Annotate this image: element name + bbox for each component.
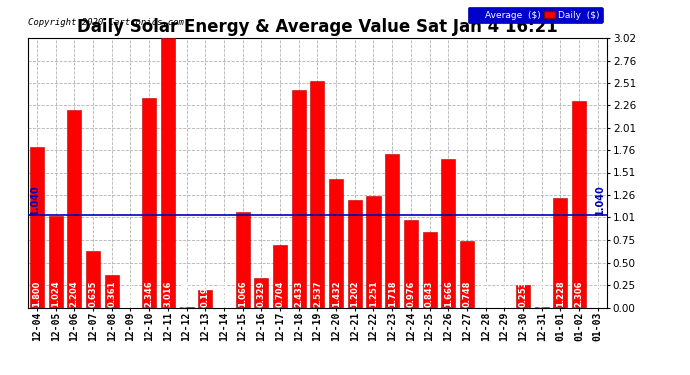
Bar: [161, 38, 175, 308]
Text: 1.432: 1.432: [332, 280, 341, 307]
Text: 0.001: 0.001: [182, 280, 191, 307]
Text: 0.704: 0.704: [275, 280, 284, 307]
Legend: Average  ($), Daily  ($): Average ($), Daily ($): [468, 7, 602, 23]
Text: 0.000: 0.000: [593, 280, 602, 307]
Bar: [348, 200, 362, 308]
Text: 2.346: 2.346: [145, 280, 154, 307]
Text: 3.016: 3.016: [164, 280, 172, 307]
Text: 1.228: 1.228: [556, 280, 565, 307]
Text: 1.800: 1.800: [32, 280, 41, 307]
Bar: [255, 278, 268, 308]
Bar: [385, 154, 400, 308]
Bar: [422, 232, 437, 308]
Bar: [516, 285, 530, 308]
Text: 0.000: 0.000: [500, 280, 509, 307]
Text: 0.000: 0.000: [126, 280, 135, 307]
Text: 1.666: 1.666: [444, 280, 453, 307]
Text: 0.003: 0.003: [538, 280, 546, 307]
Text: 0.000: 0.000: [481, 280, 490, 307]
Text: 0.000: 0.000: [219, 280, 228, 307]
Bar: [404, 220, 418, 308]
Bar: [68, 111, 81, 308]
Text: 2.433: 2.433: [294, 280, 303, 307]
Bar: [142, 98, 156, 308]
Text: 0.197: 0.197: [201, 280, 210, 307]
Title: Daily Solar Energy & Average Value Sat Jan 4 16:21: Daily Solar Energy & Average Value Sat J…: [77, 18, 558, 36]
Text: 1.024: 1.024: [51, 280, 60, 307]
Bar: [30, 147, 44, 308]
Bar: [310, 81, 324, 308]
Text: 0.976: 0.976: [406, 280, 415, 307]
Bar: [366, 196, 380, 308]
Text: 1.040: 1.040: [30, 184, 40, 214]
Bar: [292, 90, 306, 308]
Text: 0.329: 0.329: [257, 280, 266, 307]
Text: 0.361: 0.361: [107, 280, 116, 307]
Bar: [86, 251, 100, 308]
Bar: [553, 198, 567, 308]
Text: 1.718: 1.718: [388, 280, 397, 307]
Text: Copyright 2020 Cartronics.com: Copyright 2020 Cartronics.com: [28, 18, 184, 27]
Bar: [48, 216, 63, 308]
Bar: [329, 180, 343, 308]
Bar: [442, 159, 455, 308]
Text: 0.843: 0.843: [425, 280, 434, 307]
Bar: [235, 212, 250, 308]
Bar: [460, 241, 474, 308]
Text: 1.066: 1.066: [238, 280, 247, 307]
Text: 1.251: 1.251: [369, 280, 378, 307]
Text: 0.748: 0.748: [462, 280, 471, 307]
Text: 2.306: 2.306: [575, 280, 584, 307]
Text: 0.635: 0.635: [88, 280, 97, 307]
Text: 1.202: 1.202: [351, 280, 359, 307]
Text: 1.040: 1.040: [595, 184, 604, 214]
Text: 2.204: 2.204: [70, 280, 79, 307]
Bar: [572, 101, 586, 308]
Bar: [198, 290, 213, 308]
Text: 2.537: 2.537: [313, 280, 322, 307]
Text: 0.253: 0.253: [519, 280, 528, 307]
Bar: [273, 244, 287, 308]
Bar: [105, 275, 119, 308]
